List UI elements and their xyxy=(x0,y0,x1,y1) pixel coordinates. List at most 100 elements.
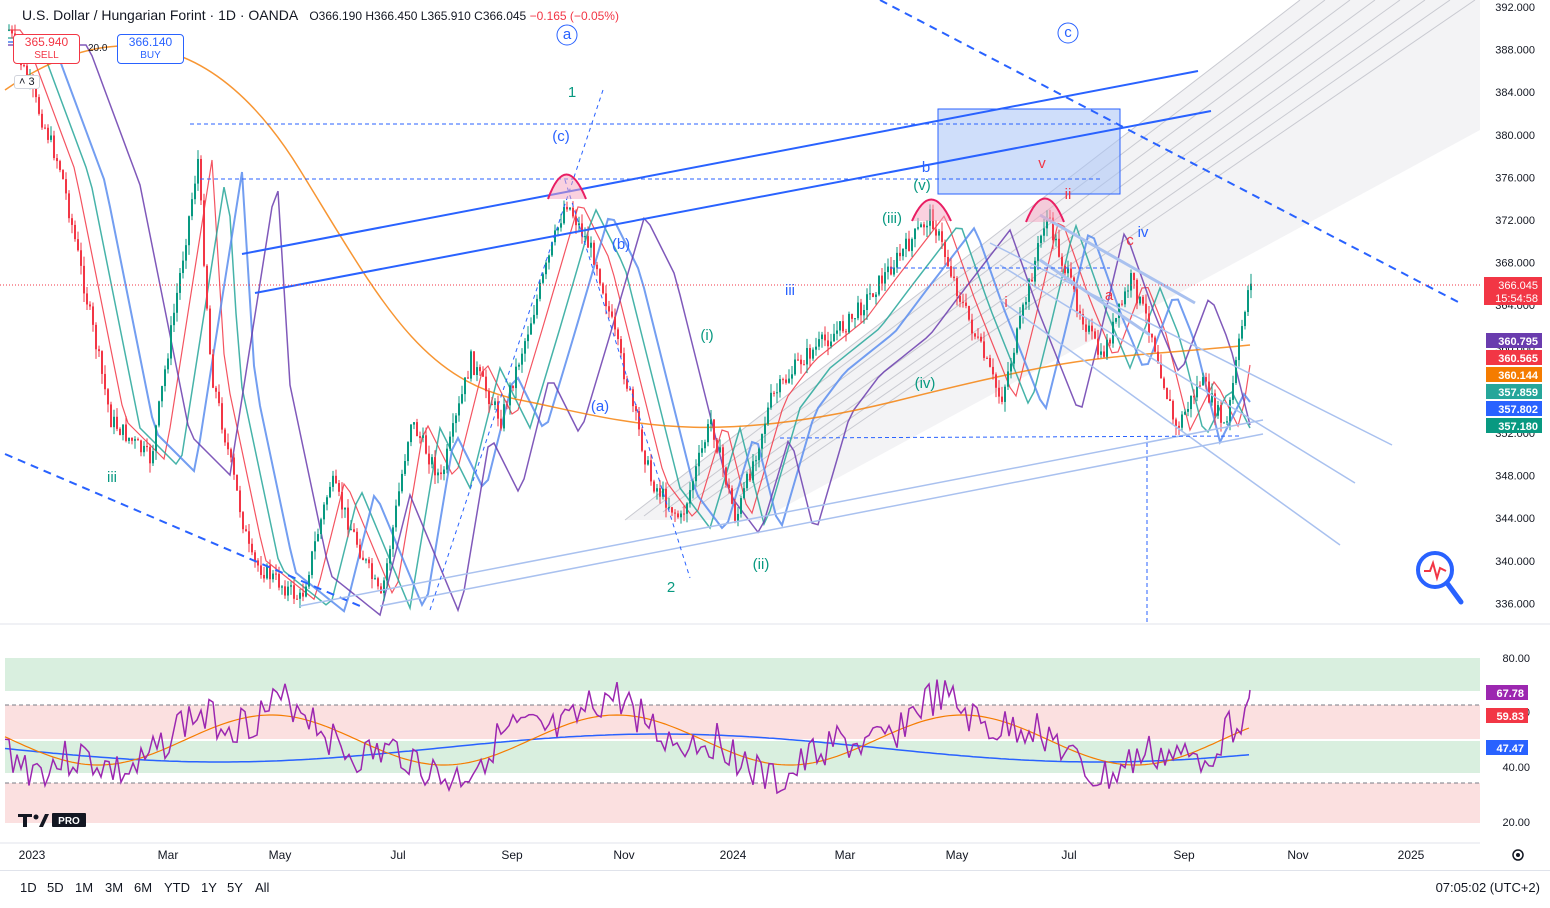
bottom-toolbar xyxy=(0,870,1550,908)
wave-label[interactable]: c xyxy=(1126,232,1134,249)
time-tick: May xyxy=(946,848,969,862)
range-button-1y[interactable]: 1Y xyxy=(201,880,217,895)
rsi-tick: 20.00 xyxy=(1502,817,1530,829)
wave-label[interactable]: a xyxy=(1105,287,1114,304)
wave-label[interactable]: (iv) xyxy=(915,375,936,392)
time-axis[interactable]: 2023 Mar May Jul Sep Nov 2024 Mar May Jul Sep Nov 20… xyxy=(19,848,1425,862)
wave-label[interactable]: (iii) xyxy=(882,210,902,227)
wave-label[interactable]: 1 xyxy=(568,84,576,101)
sell-button[interactable]: 365.940 SELL xyxy=(13,34,80,64)
wave-label[interactable]: iii xyxy=(107,469,117,486)
rsi-value-label xyxy=(1486,740,1528,755)
target-zone-rectangle[interactable] xyxy=(937,108,1121,195)
time-tick: May xyxy=(269,848,292,862)
ma-value: 360.144 xyxy=(1498,370,1539,382)
rsi-oversold-zone xyxy=(5,783,1480,823)
clock-display[interactable]: 07:05:02 (UTC+2) xyxy=(1435,880,1540,895)
price-tick: 336.000 xyxy=(1495,598,1535,610)
range-button-ytd[interactable]: YTD xyxy=(164,880,190,895)
price-tick: 380.000 xyxy=(1495,130,1535,142)
tradingview-logo[interactable]: PRO xyxy=(18,812,88,833)
wave-label[interactable]: a xyxy=(563,26,572,43)
range-button-6m[interactable]: 6M xyxy=(134,880,153,895)
time-tick: 2023 xyxy=(19,848,46,862)
wave-label[interactable]: (a) xyxy=(591,398,609,415)
ma-value: 357.802 xyxy=(1498,404,1538,416)
buy-label: BUY xyxy=(140,50,161,61)
magnifier-icon[interactable] xyxy=(1416,551,1464,605)
symbol-title[interactable]: U.S. Dollar / Hungarian Forint · 1D · OA… xyxy=(22,7,298,23)
bar-countdown: 15:54:58 xyxy=(1495,293,1538,305)
time-tick: Nov xyxy=(1287,848,1308,862)
range-button-5y[interactable]: 5Y xyxy=(227,880,243,895)
range-button-1m[interactable]: 1M xyxy=(75,880,94,895)
ma-value-label xyxy=(1486,401,1542,416)
indicators-toggle[interactable]: ˄ 3 xyxy=(14,75,40,89)
wave-label[interactable]: c xyxy=(1064,24,1072,41)
time-tick: Jul xyxy=(1061,848,1076,862)
rsi-value-label xyxy=(1486,708,1528,723)
rsi-indicator xyxy=(4,679,1251,795)
wave-label[interactable]: b xyxy=(922,159,930,176)
price-axis[interactable]: 392.000 388.000 384.000 380.000 376.000 372.0… xyxy=(1484,2,1542,610)
wave-label[interactable]: iii xyxy=(785,282,795,299)
price-tick: 384.000 xyxy=(1495,87,1535,99)
range-button-3m[interactable]: 3M xyxy=(105,880,124,895)
wave-label[interactable]: (i) xyxy=(700,327,713,344)
price-tick: 344.000 xyxy=(1495,513,1535,525)
rsi-tick: 40.00 xyxy=(1502,762,1530,774)
wave-label[interactable]: (v) xyxy=(913,177,931,194)
ma-value: 360.795 xyxy=(1498,336,1538,348)
current-price-label xyxy=(1484,277,1542,305)
price-tick: 348.000 xyxy=(1495,471,1535,483)
ma-value-label xyxy=(1486,384,1542,399)
rsi-value: 47.47 xyxy=(1496,743,1524,755)
price-tick: 340.000 xyxy=(1495,556,1535,568)
symbol-header[interactable]: U.S. Dollar / Hungarian Forint · 1D · OA… xyxy=(22,7,619,23)
spread-value: 20.0 xyxy=(88,43,108,54)
sell-label: SELL xyxy=(34,50,59,61)
indicators-count: 3 xyxy=(28,76,35,88)
wave-label[interactable]: iv xyxy=(1138,224,1149,241)
time-tick: Jul xyxy=(390,848,405,862)
price-candles xyxy=(8,24,1252,609)
wave-label[interactable]: (b) xyxy=(612,236,630,253)
sell-price: 365.940 xyxy=(24,35,69,49)
time-tick: 2024 xyxy=(720,848,747,862)
wave-label[interactable]: v xyxy=(1038,155,1046,172)
ma-value: 360.565 xyxy=(1498,353,1538,365)
time-tick: Mar xyxy=(158,848,179,862)
buy-button[interactable]: 366.140 BUY xyxy=(117,34,184,64)
range-button-5d[interactable]: 5D xyxy=(47,880,64,895)
price-tick: 372.000 xyxy=(1495,215,1535,227)
range-button-all[interactable]: All xyxy=(255,880,270,895)
trend-lines[interactable] xyxy=(0,0,1480,624)
change-value: −0.165 (−0.05%) xyxy=(529,9,619,23)
wave-label[interactable]: 2 xyxy=(667,579,675,596)
top-markers xyxy=(547,173,1065,223)
rsi-value: 67.78 xyxy=(1496,688,1524,700)
time-tick: Mar xyxy=(835,848,856,862)
ma-value: 357.180 xyxy=(1498,421,1538,433)
wave-label-circle xyxy=(556,24,578,46)
range-button-1d[interactable]: 1D xyxy=(20,880,37,895)
ma-value-label xyxy=(1486,333,1542,348)
ma-value-label xyxy=(1486,367,1542,382)
wave-label[interactable]: (c) xyxy=(552,128,570,145)
time-tick: 2025 xyxy=(1398,848,1425,862)
rsi-value-label xyxy=(1486,685,1528,700)
price-tick: 368.000 xyxy=(1495,258,1535,270)
gear-icon[interactable] xyxy=(1512,849,1524,861)
price-tick: 376.000 xyxy=(1495,172,1535,184)
wave-label[interactable]: i xyxy=(1004,294,1007,311)
price-tick: 392.000 xyxy=(1495,2,1535,14)
wave-label[interactable]: (ii) xyxy=(753,556,770,573)
wave-label[interactable]: ii xyxy=(1065,186,1072,203)
high-value: H366.450 xyxy=(365,9,418,23)
time-tick: Sep xyxy=(501,848,523,862)
moving-averages xyxy=(4,29,1251,617)
time-tick: Nov xyxy=(613,848,634,862)
